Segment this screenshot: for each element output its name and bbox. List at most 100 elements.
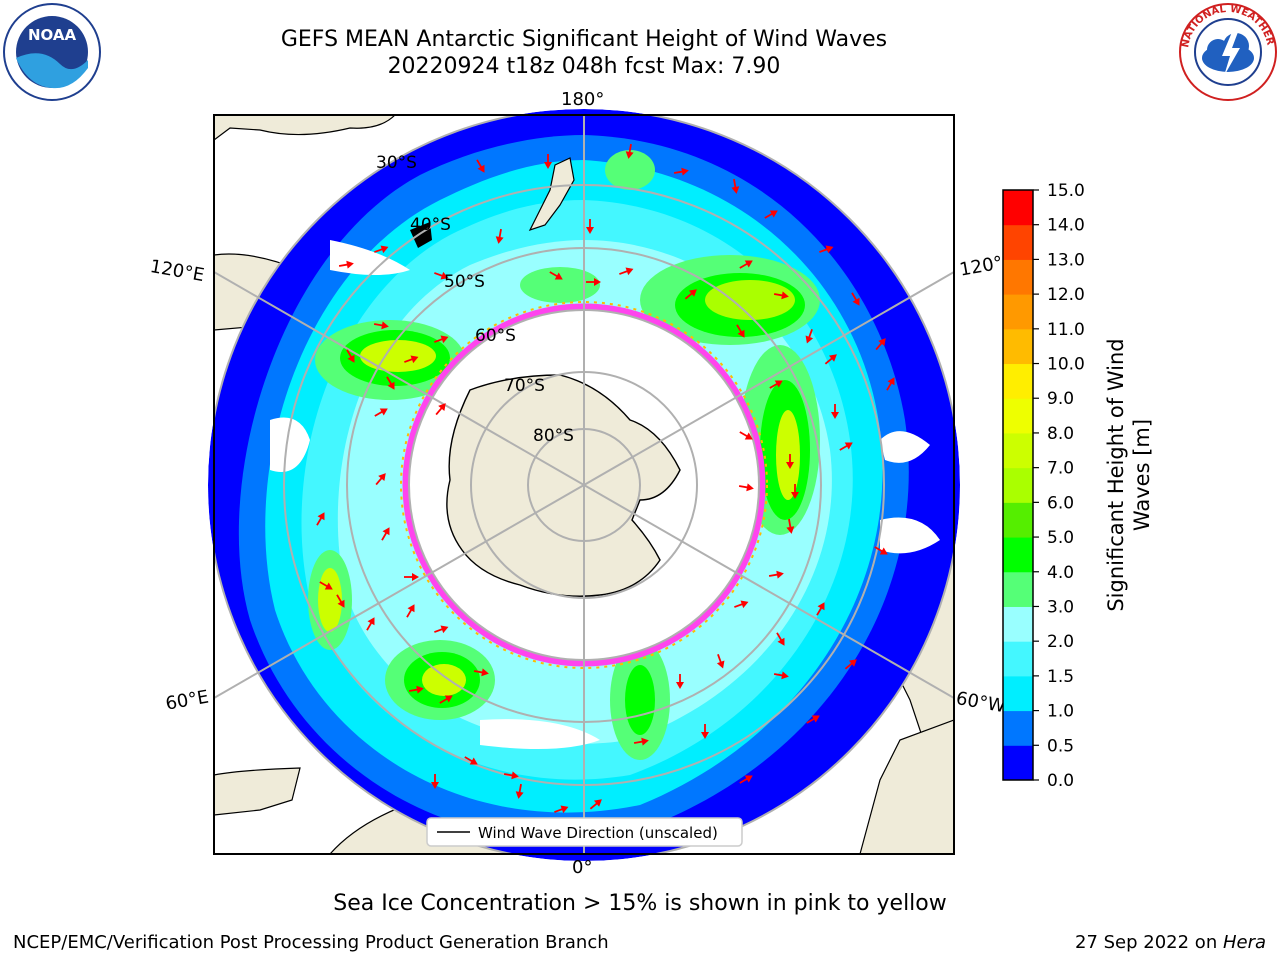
sea-ice-caption: Sea Ice Concentration > 15% is shown in … xyxy=(333,891,947,916)
wind-arrow xyxy=(768,570,784,579)
colorbar-tick-label: 9.0 xyxy=(1047,389,1074,409)
sea-ice-fringe xyxy=(400,301,768,669)
footer-date: 27 Sep 2022 on Hera xyxy=(1075,932,1266,953)
wind-arrow xyxy=(851,292,860,306)
colorbar-tick-label: 2.0 xyxy=(1047,632,1074,652)
colorbar-tick-label: 12.0 xyxy=(1047,285,1085,305)
colorbar-tick-label: 5.0 xyxy=(1047,528,1074,548)
colorbar-tick-label: 14.0 xyxy=(1047,216,1085,236)
legend-label: Wind Wave Direction (unscaled) xyxy=(478,824,718,842)
wind-arrow xyxy=(839,442,853,451)
wind-arrow xyxy=(434,335,449,344)
lat-label-80s: 80°S xyxy=(533,426,574,446)
wind-arrow xyxy=(319,581,333,590)
wind-arrow xyxy=(503,771,519,780)
wind-arrow xyxy=(731,178,740,194)
wind-arrow xyxy=(805,329,814,344)
lat-label-30s: 30°S xyxy=(376,153,417,173)
wind-arrow xyxy=(874,546,888,555)
wind-arrow xyxy=(375,473,386,486)
colorbar-svg: 0.0 0.5 1.0 1.5 2.0 3.0 4.0 5.0 6.0 7.0 8.0 9.0 10.0… xyxy=(1002,181,1085,791)
wind-arrow xyxy=(404,573,419,581)
map-svg: Wind Wave Direction (unscaled) 30°S 40°S… xyxy=(208,109,960,861)
wind-arrow xyxy=(776,632,785,646)
wind-arrow xyxy=(586,278,601,286)
wind-arrow xyxy=(554,805,569,814)
noaa-logo: NOAA xyxy=(2,2,102,102)
colorbar-segment xyxy=(1003,502,1033,538)
wind-arrow xyxy=(381,527,390,541)
wind-arrow xyxy=(786,454,794,469)
wind-arrow xyxy=(435,403,446,416)
wind-arrow xyxy=(386,376,395,390)
land-south-america-south xyxy=(859,719,954,854)
wind-arrow xyxy=(739,431,753,440)
wind-arrow xyxy=(464,756,478,765)
wind-arrow xyxy=(819,245,834,254)
wind-arrow xyxy=(439,695,453,704)
lat-label-70s: 70°S xyxy=(504,376,545,396)
lon-label-180: 180° xyxy=(561,89,605,110)
colorbar-segment xyxy=(1003,675,1033,712)
colorbar-segment xyxy=(1003,259,1033,295)
colorbar-tick-label: 0.0 xyxy=(1047,771,1074,790)
wind-arrow xyxy=(701,724,709,739)
wind-arrow xyxy=(336,594,345,608)
colorbar-label-line2: Waves [m] xyxy=(1130,418,1154,532)
colorbar-label-line1: Significant Height of Wind xyxy=(1104,338,1128,612)
wind-arrow xyxy=(673,167,689,176)
wind-arrow xyxy=(633,737,649,746)
lon-label-0: 0° xyxy=(572,857,593,878)
colorbar-segment xyxy=(1003,363,1033,399)
colorbar-segment xyxy=(1003,606,1033,642)
colorbar-tick-label: 8.0 xyxy=(1047,424,1074,444)
wind-arrow xyxy=(346,349,355,363)
wind-arrow xyxy=(586,219,594,234)
wind-arrow xyxy=(824,354,837,365)
colorbar-segment xyxy=(1003,294,1033,330)
colorbar-segment xyxy=(1003,432,1033,469)
wind-arrow xyxy=(515,783,524,799)
colorbar: 0.0 0.5 1.0 1.5 2.0 3.0 4.0 5.0 6.0 7.0 8.0 9.0 10.0… xyxy=(998,180,1118,791)
colorbar-segment xyxy=(1003,328,1033,365)
polar-map: Wind Wave Direction (unscaled) 30°S 40°S… xyxy=(160,88,1020,888)
wind-arrow xyxy=(734,600,749,609)
lat-label-40s: 40°S xyxy=(410,215,451,235)
lat-label-60s: 60°S xyxy=(475,326,516,346)
colorbar-tick-label: 1.0 xyxy=(1047,702,1074,722)
colorbar-segment xyxy=(1003,571,1033,607)
wind-arrow xyxy=(374,408,388,417)
colorbar-segment xyxy=(1003,467,1033,503)
nws-logo: NATIONAL WEATHER SERVICE xyxy=(1174,0,1278,102)
graticule xyxy=(214,115,954,854)
land-antarctica xyxy=(446,374,681,597)
wind-arrow xyxy=(684,289,697,300)
wind-arrow xyxy=(831,404,839,419)
colorbar-tick-label: 1.5 xyxy=(1047,667,1074,687)
colorbar-tick-label: 13.0 xyxy=(1047,250,1085,270)
colorbar-segment xyxy=(1003,398,1033,434)
wind-arrow xyxy=(404,355,419,364)
wind-arrow xyxy=(806,715,820,724)
wind-arrow xyxy=(495,228,504,244)
wind-arrow xyxy=(431,774,439,789)
footer-branch: NCEP/EMC/Verification Post Processing Pr… xyxy=(13,932,609,953)
wind-arrow xyxy=(791,484,799,499)
wind-arrow xyxy=(338,260,354,269)
wind-arrow xyxy=(739,775,753,784)
wind-arrow xyxy=(875,338,886,351)
wind-arrow xyxy=(769,380,783,389)
wind-arrow xyxy=(434,271,449,280)
noaa-logo-text: NOAA xyxy=(28,26,77,44)
map-frame xyxy=(213,114,955,855)
wind-arrow xyxy=(739,260,753,269)
wind-arrow xyxy=(676,674,684,689)
chart-title: GEFS MEAN Antarctic Significant Height o… xyxy=(280,27,888,52)
wind-arrow xyxy=(366,617,375,631)
map-legend: Wind Wave Direction (unscaled) xyxy=(426,817,743,847)
colorbar-tick-label: 6.0 xyxy=(1047,493,1074,513)
wind-arrow xyxy=(886,377,895,391)
colorbar-tick-label: 15.0 xyxy=(1047,181,1085,201)
colorbar-tick-label: 4.0 xyxy=(1047,563,1074,583)
land-new-zealand xyxy=(528,157,575,232)
